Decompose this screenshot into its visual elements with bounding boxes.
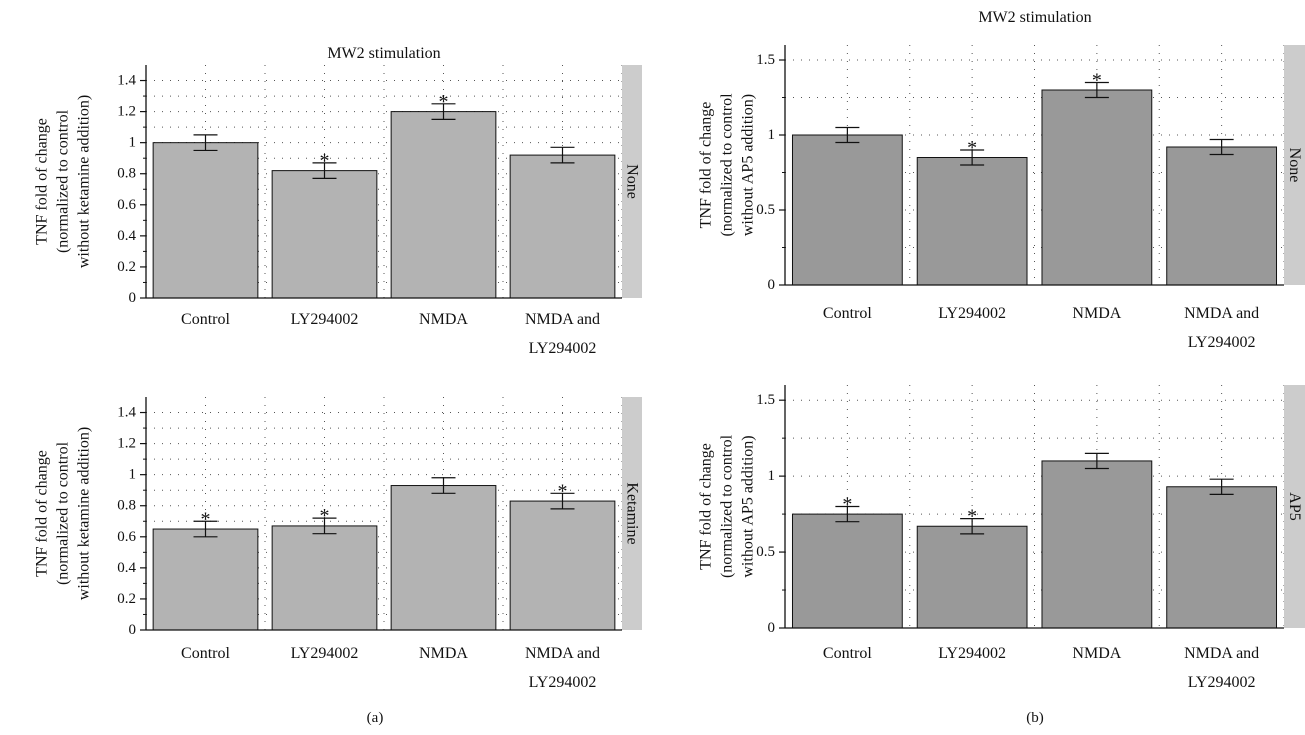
y-axis-label: without AP5 addition)	[740, 94, 757, 236]
y-axis-label: (normalized to control	[55, 441, 72, 585]
y-axis-label: TNF fold of change	[698, 102, 715, 229]
bar	[390, 485, 497, 631]
chart-4: AP5 * * 0 0.5 1 1.5 Control LY294002 NMDA NMDA and…	[698, 385, 1305, 691]
y-tick-label: 0	[129, 290, 137, 306]
y-axis-label: TNF fold of change	[34, 450, 51, 577]
y-tick-label: 1.4	[117, 73, 136, 89]
x-tick-label: NMDA and	[525, 645, 600, 662]
bar	[152, 528, 259, 631]
y-axis-label: (normalized to control	[55, 109, 72, 253]
significance-marker: *	[558, 480, 568, 502]
bar	[271, 170, 378, 299]
significance-marker: *	[201, 508, 211, 530]
x-tick-label: LY294002	[1188, 674, 1256, 691]
chart-title: MW2 stimulation	[978, 9, 1091, 26]
significance-marker: *	[842, 494, 852, 516]
significance-marker: *	[439, 91, 449, 113]
y-axis-label: TNF fold of change	[34, 118, 51, 245]
bar	[916, 157, 1028, 286]
x-tick-label: LY294002	[291, 311, 359, 328]
bar	[1166, 146, 1278, 286]
y-tick-label: 1	[129, 467, 137, 483]
chart-1: None * * 0 0.2 0.4 0.6 0.8 1 1.2 1.4 Control LY29400…	[34, 45, 642, 357]
charts: None * * 0 0.2 0.4 0.6 0.8 1 1.2 1.4 Control LY29400…	[34, 9, 1305, 691]
x-tick-label: LY294002	[529, 674, 597, 691]
facet-strip	[622, 397, 642, 630]
y-tick-label: 0.2	[117, 591, 136, 607]
bar	[1041, 460, 1153, 629]
y-tick-label: 0.4	[117, 228, 136, 244]
y-tick-label: 1	[768, 127, 776, 143]
x-tick-label: Control	[823, 305, 872, 322]
x-tick-label: NMDA	[1072, 645, 1121, 662]
facet-label: None	[1286, 148, 1303, 183]
y-tick-label: 1	[768, 468, 776, 484]
bar	[152, 142, 259, 299]
bar	[1166, 486, 1278, 629]
significance-marker: *	[1092, 70, 1102, 92]
chart-2: Ketamine * * * 0 0.2 0.4 0.6 0.8 1 1.2 1.4 Control LY…	[34, 397, 642, 691]
y-tick-label: 0.8	[117, 166, 136, 182]
y-tick-label: 0.4	[117, 560, 136, 576]
facet-strip	[1284, 45, 1305, 285]
facet-strip	[622, 65, 642, 298]
chart-title: MW2 stimulation	[327, 45, 440, 62]
x-tick-label: Control	[181, 311, 230, 328]
significance-marker: *	[320, 150, 330, 172]
y-tick-label: 0.2	[117, 259, 136, 275]
bar	[1041, 89, 1153, 286]
facet-label: Ketamine	[624, 482, 641, 544]
y-tick-label: 1.5	[756, 392, 775, 408]
significance-marker: *	[320, 505, 330, 527]
y-tick-label: 1.5	[756, 52, 775, 68]
x-tick-label: Control	[181, 645, 230, 662]
y-tick-label: 0	[129, 622, 137, 638]
y-tick-label: 0	[768, 277, 776, 293]
facet-strip	[1284, 385, 1305, 628]
y-tick-label: 0.5	[756, 202, 775, 218]
y-tick-label: 1	[129, 135, 137, 151]
x-tick-label: NMDA and	[1184, 305, 1259, 322]
y-tick-label: 0.8	[117, 498, 136, 514]
panel-label-a: (a)	[367, 710, 384, 726]
y-tick-label: 0.5	[756, 544, 775, 560]
x-tick-label: LY294002	[291, 645, 359, 662]
x-tick-label: LY294002	[938, 645, 1006, 662]
panel-label-b: (b)	[1026, 710, 1044, 726]
x-tick-label: LY294002	[1188, 334, 1256, 351]
chart-3: None * * 0 0.5 1 1.5 Control LY294002 NMDA NMDA an…	[698, 9, 1305, 351]
y-tick-label: 0.6	[117, 197, 136, 213]
bar	[791, 513, 903, 629]
x-tick-label: LY294002	[938, 305, 1006, 322]
y-tick-label: 0.6	[117, 529, 136, 545]
x-tick-label: NMDA and	[1184, 645, 1259, 662]
significance-marker: *	[967, 137, 977, 159]
y-axis-label: (normalized to control	[719, 93, 736, 237]
bar	[916, 525, 1028, 629]
y-tick-label: 1.2	[117, 104, 136, 120]
y-axis-label: without AP5 addition)	[740, 435, 757, 577]
bar	[509, 154, 616, 299]
facet-label: None	[624, 164, 641, 199]
bar	[791, 134, 903, 286]
x-tick-label: LY294002	[529, 340, 597, 357]
bar	[271, 525, 378, 631]
x-tick-label: Control	[823, 645, 872, 662]
y-axis-label: (normalized to control	[719, 434, 736, 578]
x-tick-label: NMDA	[419, 645, 468, 662]
facet-label: AP5	[1286, 492, 1303, 520]
x-tick-label: NMDA and	[525, 311, 600, 328]
bar	[390, 111, 497, 299]
x-tick-label: NMDA	[419, 311, 468, 328]
x-tick-label: NMDA	[1072, 305, 1121, 322]
y-axis-label: without ketamine addition)	[76, 95, 93, 268]
y-tick-label: 1.4	[117, 405, 136, 421]
y-axis-label: TNF fold of change	[698, 443, 715, 570]
y-axis-label: without ketamine addition)	[76, 427, 93, 600]
y-tick-label: 0	[768, 620, 776, 636]
bar	[509, 500, 616, 631]
y-tick-label: 1.2	[117, 436, 136, 452]
significance-marker: *	[967, 506, 977, 528]
